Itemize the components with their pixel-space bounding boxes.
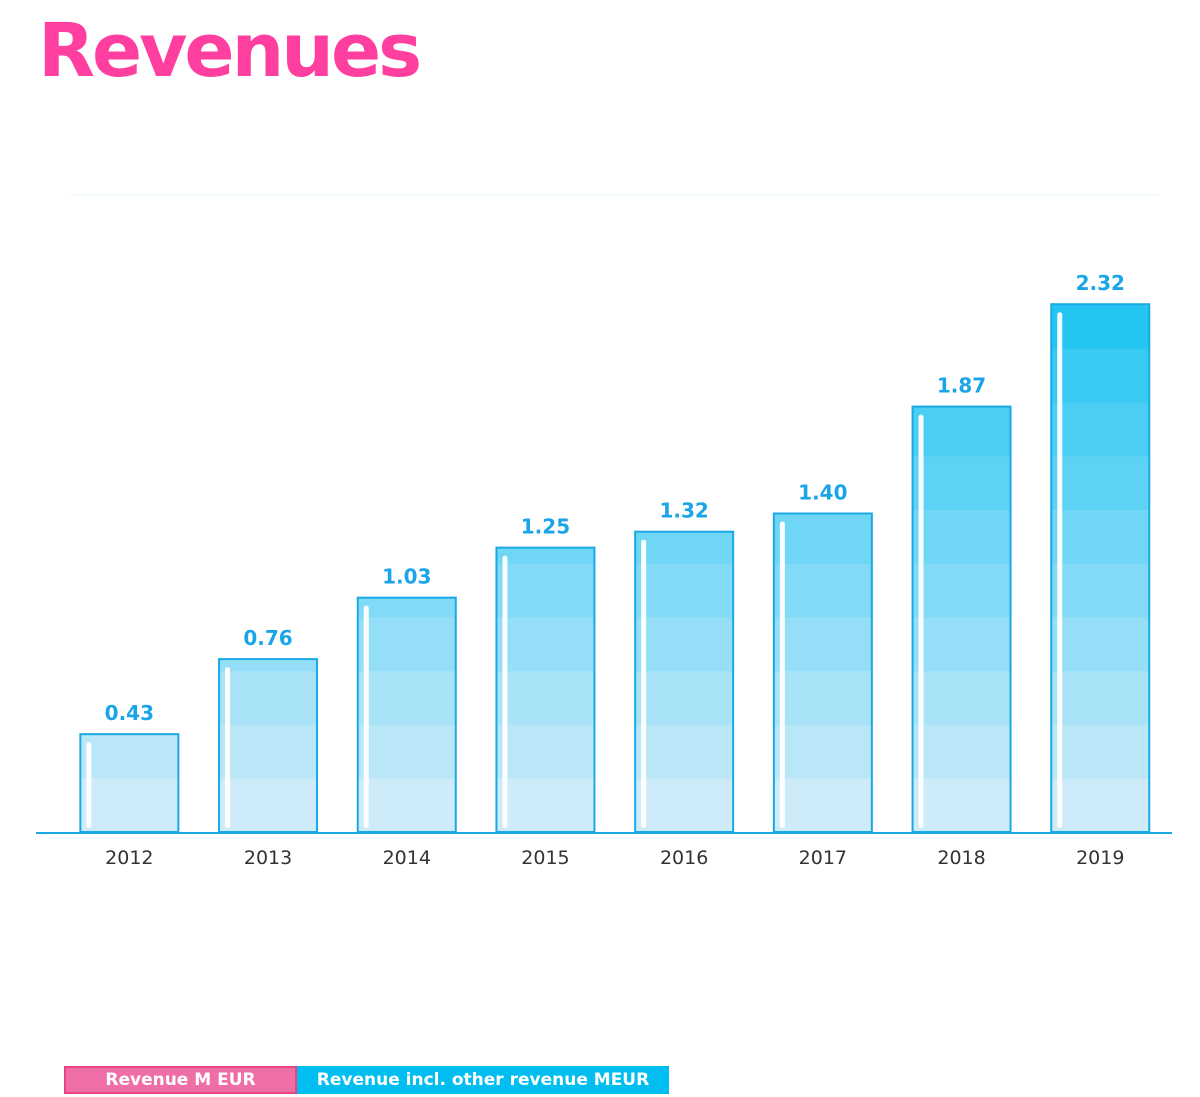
tick-label-2014: 2014: [383, 847, 431, 869]
tick-label-2015: 2015: [521, 847, 569, 869]
legend-item-other-revenue: Revenue incl. other revenue MEUR: [297, 1066, 669, 1094]
bar-chart: 0.430.761.031.251.321.401.872.32 2012 201…: [36, 194, 1172, 869]
bar-2014: [356, 596, 457, 833]
value-label-2012: 0.43: [105, 701, 154, 725]
tick-label-2016: 2016: [660, 847, 708, 869]
bar-2018: [911, 405, 1012, 833]
bar-2017: [772, 512, 873, 833]
legend: Revenue M EUR Revenue incl. other revenu…: [64, 1066, 669, 1094]
value-label-2015: 1.25: [521, 515, 570, 539]
legend-label-revenue: Revenue M EUR: [105, 1070, 256, 1090]
value-label-2017: 1.40: [798, 481, 847, 505]
bars-group: [79, 303, 1151, 833]
value-label-2018: 1.87: [937, 374, 986, 398]
bar-2015: [495, 546, 596, 833]
bar-2019: [1050, 303, 1151, 833]
tick-label-2019: 2019: [1076, 847, 1124, 869]
chart-title: Revenues: [38, 8, 422, 94]
value-label-2019: 2.32: [1076, 271, 1125, 295]
bar-2016: [634, 530, 735, 833]
tick-label-2017: 2017: [799, 847, 847, 869]
tick-label-2018: 2018: [937, 847, 985, 869]
legend-item-revenue: Revenue M EUR: [64, 1066, 297, 1094]
tick-label-2012: 2012: [105, 847, 153, 869]
bar-2013: [218, 658, 319, 833]
value-labels-group: 0.43 0.76 1.03 1.25 1.32 1.40 1.87 2.32: [105, 271, 1125, 725]
value-label-2014: 1.03: [382, 565, 431, 589]
value-label-2016: 1.32: [659, 499, 708, 523]
tick-label-2013: 2013: [244, 847, 292, 869]
tick-labels-group: 2012 2013 2014 2015 2016 2017 2018 2019: [105, 847, 1124, 869]
bar-2012: [79, 733, 180, 833]
legend-label-other-revenue: Revenue incl. other revenue MEUR: [316, 1070, 650, 1090]
value-label-2013: 0.76: [243, 626, 292, 650]
